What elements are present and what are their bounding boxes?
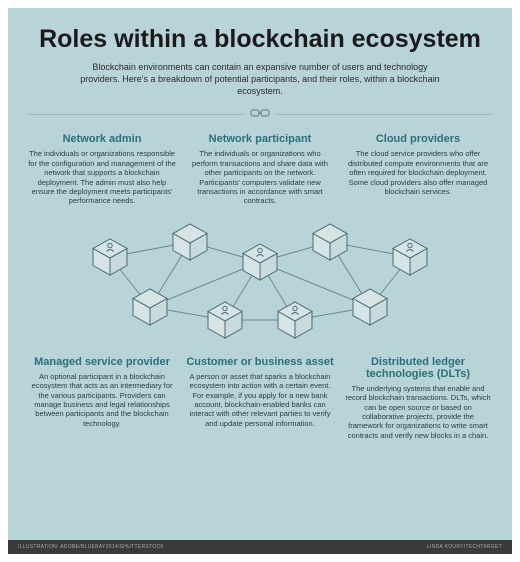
role-block: Network admin The individuals or organiza… (28, 133, 176, 205)
chain-icon (250, 105, 270, 123)
role-body: An optional participant in a blockchain … (28, 372, 176, 428)
role-title: Distributed ledger technologies (DLTs) (344, 356, 492, 380)
role-block: Customer or business asset A person or as… (186, 356, 334, 440)
roles-bottom-row: Managed service provider An optional part… (28, 356, 492, 440)
footer-left-text: ILLUSTRATION: ADOBE/BLUEBAY2014/SHUTTERS… (18, 544, 164, 550)
page-title: Roles within a blockchain ecosystem (28, 26, 492, 52)
role-body: The individuals or organizations respons… (28, 149, 176, 205)
divider (28, 105, 492, 123)
role-block: Managed service provider An optional part… (28, 356, 176, 440)
role-body: The individuals or organizations who per… (186, 149, 334, 205)
role-title: Managed service provider (28, 356, 176, 368)
role-body: A person or asset that sparks a blockcha… (186, 372, 334, 428)
footer-bar: ILLUSTRATION: ADOBE/BLUEBAY2014/SHUTTERS… (8, 540, 512, 554)
role-block: Distributed ledger technologies (DLTs) Th… (344, 356, 492, 440)
roles-top-row: Network admin The individuals or organiza… (28, 133, 492, 205)
outer-frame: Roles within a blockchain ecosystem Bloc… (0, 0, 520, 562)
role-body: The cloud service providers who offer di… (344, 149, 492, 196)
diagram-svg (40, 212, 480, 352)
role-block: Network participant The individuals or or… (186, 133, 334, 205)
role-block: Cloud providers The cloud service provide… (344, 133, 492, 205)
divider-line-left (28, 114, 244, 115)
role-title: Network participant (186, 133, 334, 145)
role-body: The underlying systems that enable and r… (344, 384, 492, 440)
network-diagram (28, 212, 492, 352)
footer-right-text: LINDA KOURY/TECHTARGET (427, 544, 502, 550)
divider-line-right (276, 114, 492, 115)
role-title: Customer or business asset (186, 356, 334, 368)
page-subtitle: Blockchain environments can contain an e… (80, 62, 440, 97)
role-title: Cloud providers (344, 133, 492, 145)
infographic-page: Roles within a blockchain ecosystem Bloc… (8, 8, 512, 554)
role-title: Network admin (28, 133, 176, 145)
